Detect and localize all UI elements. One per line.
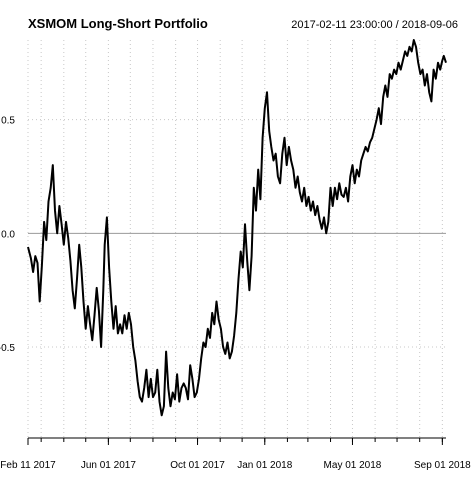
x-tick-label: Feb 11 2017 — [0, 460, 56, 471]
y-tick-label: -0.5 — [0, 343, 15, 354]
x-tick-label: Oct 01 2017 — [170, 460, 225, 471]
y-tick-label: 0.0 — [1, 229, 15, 240]
y-tick-label: 0.5 — [1, 116, 15, 127]
x-axis-ticks: Feb 11 2017 Jun 01 2017 Oct 01 2017 Jan 01 … — [0, 438, 471, 471]
x-tick-label: Jun 01 2017 — [81, 460, 136, 471]
x-tick-label: May 01 2018 — [324, 460, 382, 471]
date-range-label: 2017-02-11 23:00:00 / 2018-09-06 — [291, 19, 458, 31]
chart-title: XSMOM Long-Short Portfolio — [28, 16, 208, 31]
y-axis-tick-labels: 0.5 0.0 -0.5 — [0, 116, 15, 354]
x-tick-label: Sep 01 2018 — [414, 460, 471, 471]
x-tick-label: Jan 01 2018 — [237, 460, 292, 471]
portfolio-series-line — [27, 39, 447, 417]
vertical-gridlines — [27, 40, 443, 438]
